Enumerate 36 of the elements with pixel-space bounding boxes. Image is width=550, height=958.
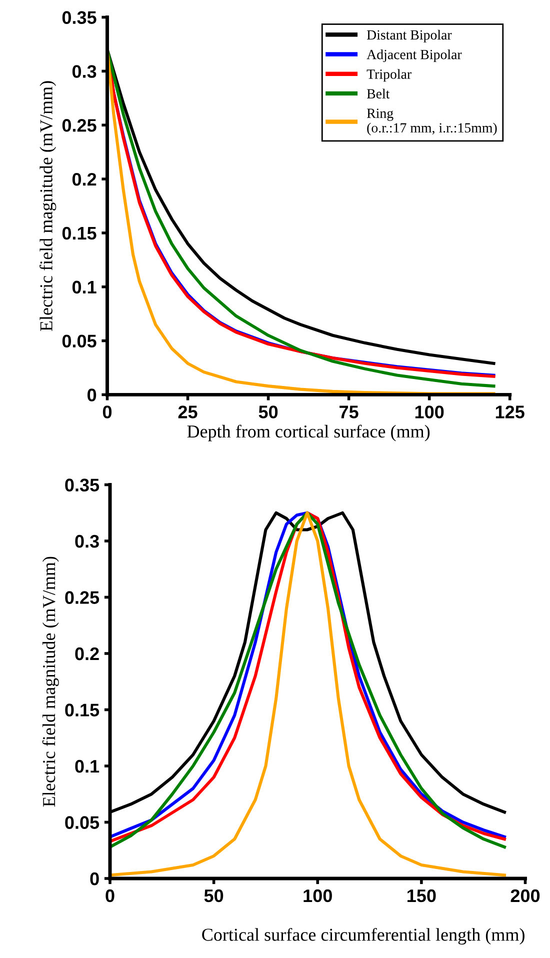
- x-tick-label: 25: [178, 406, 198, 418]
- x-axis-title: Cortical surface circumferential length (mm): [202, 928, 524, 945]
- x-tick-label: 100: [415, 406, 444, 418]
- y-tick-label: 0.3: [72, 65, 96, 78]
- y-tick-label: 0.2: [75, 647, 99, 660]
- y-tick-label: 0.15: [65, 704, 100, 716]
- y-axis-title: Electric field magnitude (mV/mm): [40, 81, 56, 332]
- x-tick-label: 100: [304, 889, 332, 902]
- x-tick-label: 125: [496, 406, 524, 418]
- x-tick-label: 0: [102, 406, 112, 418]
- y-tick-label: 0: [88, 388, 96, 402]
- y-tick-label: 0.05: [62, 334, 96, 348]
- y-tick-label: 0.25: [62, 119, 96, 132]
- y-tick-label: 0.25: [65, 591, 100, 604]
- y-tick-label: 0.05: [65, 816, 100, 829]
- y-tick-label: 0.35: [65, 478, 100, 492]
- y-tick-label: 0.2: [72, 172, 96, 186]
- legend-label: Tripolar: [366, 69, 412, 82]
- y-tick-label: 0.15: [62, 226, 96, 240]
- x-tick-label: 75: [340, 406, 358, 418]
- legend-label: Ring (o.r.:17 mm, i.r.:15mm): [366, 108, 497, 136]
- x-axis-title: Depth from cortical surface (mm): [187, 424, 430, 442]
- x-tick-label: 0: [106, 889, 114, 902]
- y-tick-label: 0.3: [75, 534, 99, 548]
- y-tick-label: 0: [90, 872, 99, 886]
- x-tick-label: 150: [408, 889, 436, 902]
- x-tick-label: 50: [258, 406, 278, 418]
- legend-label: Adjacent Bipolar: [366, 49, 462, 62]
- y-tick-label: 0.1: [72, 280, 96, 294]
- legend-label: Distant Bipolar: [366, 30, 452, 42]
- y-tick-label: 0.1: [75, 760, 100, 773]
- x-tick-label: 50: [204, 889, 224, 902]
- legend-label: Belt: [366, 88, 390, 98]
- y-axis-title: Electric field magnitude (mV/mm): [42, 556, 59, 807]
- y-tick-label: 0.35: [62, 11, 96, 24]
- x-tick-label: 200: [510, 889, 540, 902]
